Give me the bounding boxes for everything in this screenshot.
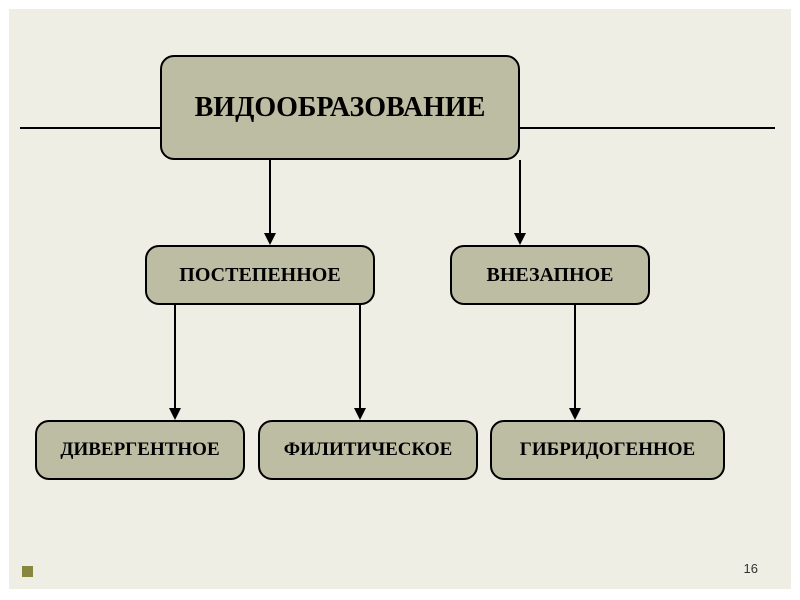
page-number: 16 [744,561,758,576]
arrow-line [359,305,361,410]
arrow-head-icon [169,408,181,420]
node-hybridogenic-label: ГИБРИДОГЕННОЕ [520,439,695,461]
node-root: ВИДООБРАЗОВАНИЕ [160,55,520,160]
arrow-line [269,160,271,235]
node-phyletic: ФИЛИТИЧЕСКОЕ [258,420,478,480]
arrow-head-icon [264,233,276,245]
arrow-line [519,160,521,235]
arrow-head-icon [569,408,581,420]
node-root-label: ВИДООБРАЗОВАНИЕ [195,92,486,124]
accent-square [22,566,33,577]
node-divergent-label: ДИВЕРГЕНТНОЕ [60,439,219,461]
node-gradual: ПОСТЕПЕННОЕ [145,245,375,305]
arrow-line [574,305,576,410]
node-sudden: ВНЕЗАПНОЕ [450,245,650,305]
node-hybridogenic: ГИБРИДОГЕННОЕ [490,420,725,480]
page-number-text: 16 [744,561,758,576]
node-divergent: ДИВЕРГЕНТНОЕ [35,420,245,480]
node-sudden-label: ВНЕЗАПНОЕ [487,264,614,287]
arrow-line [174,305,176,410]
node-gradual-label: ПОСТЕПЕННОЕ [179,264,340,287]
arrow-head-icon [354,408,366,420]
arrow-head-icon [514,233,526,245]
node-phyletic-label: ФИЛИТИЧЕСКОЕ [284,439,453,461]
